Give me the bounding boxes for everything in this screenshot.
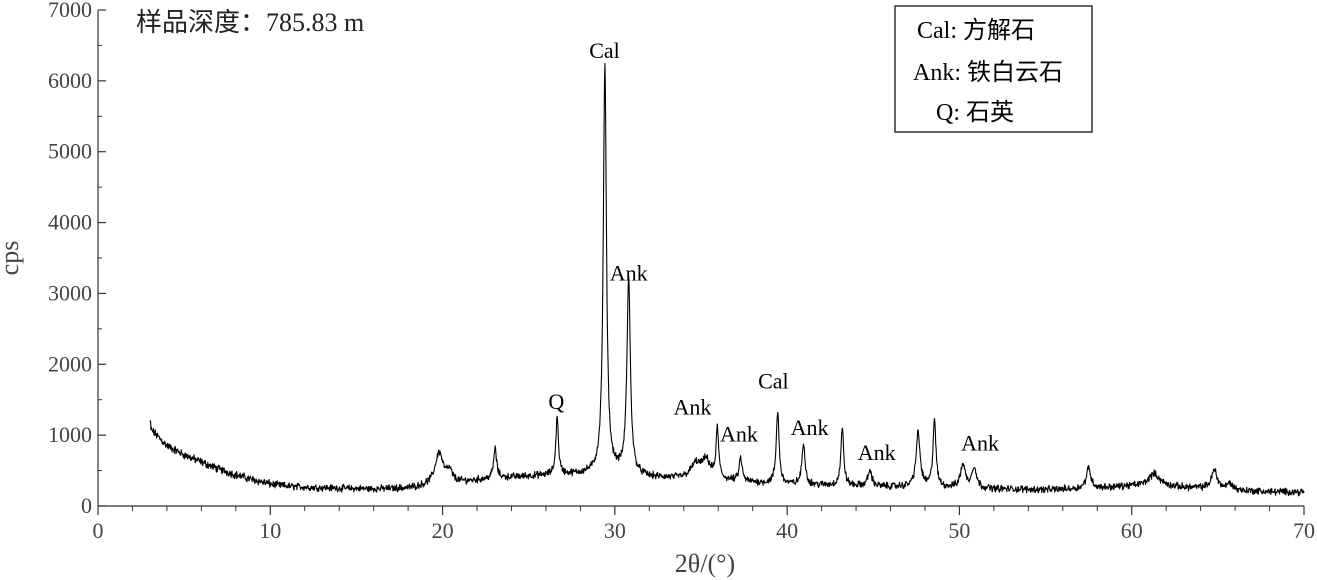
- x-tick-label: 10: [259, 518, 281, 543]
- y-tick-label: 4000: [48, 210, 92, 235]
- x-tick-label: 30: [604, 518, 626, 543]
- legend: Cal: 方解石 Ank: 铁白云石 Q: 石英: [894, 5, 1093, 133]
- peak-label-ank: Ank: [961, 431, 999, 456]
- y-tick-label: 2000: [48, 351, 92, 376]
- x-tick-label: 20: [432, 518, 454, 543]
- y-tick-label: 3000: [48, 280, 92, 305]
- legend-box: [894, 5, 1093, 133]
- sample-depth-label: 样品深度：785.83 m: [136, 8, 364, 37]
- x-tick-label: 70: [1293, 518, 1315, 543]
- y-tick-label: 0: [81, 493, 92, 518]
- x-tick-label: 60: [1121, 518, 1143, 543]
- peak-label-ank: Ank: [610, 261, 648, 286]
- x-tick-label: 40: [776, 518, 798, 543]
- legend-entry: Q: 石英: [936, 99, 1014, 126]
- axes: 0 1000 2000 3000 4000 5000 6000 7000 0 10 20 30 40 50…: [48, 0, 1315, 543]
- x-tick-label: 0: [93, 518, 104, 543]
- peak-label-ank: Ank: [673, 395, 711, 420]
- peak-label-q: Q: [548, 389, 564, 414]
- peak-label-ank: Ank: [791, 415, 829, 440]
- peak-label-ank: Ank: [858, 440, 896, 465]
- legend-entry: Ank: 铁白云石: [913, 59, 1063, 86]
- peak-label-cal: Cal: [589, 38, 620, 63]
- xrd-pattern-line: [149, 62, 1305, 497]
- legend-entry: Cal: 方解石: [917, 17, 1035, 44]
- y-tick-label: 7000: [48, 0, 92, 22]
- x-tick-label: 50: [948, 518, 970, 543]
- peak-label-ank: Ank: [720, 422, 758, 447]
- y-axis-title: cps: [0, 241, 24, 276]
- y-tick-label: 1000: [48, 422, 92, 447]
- peak-label-cal: Cal: [758, 368, 789, 393]
- x-axis-title: 2θ/(°): [675, 549, 735, 578]
- y-tick-label: 6000: [48, 68, 92, 93]
- y-tick-label: 5000: [48, 139, 92, 164]
